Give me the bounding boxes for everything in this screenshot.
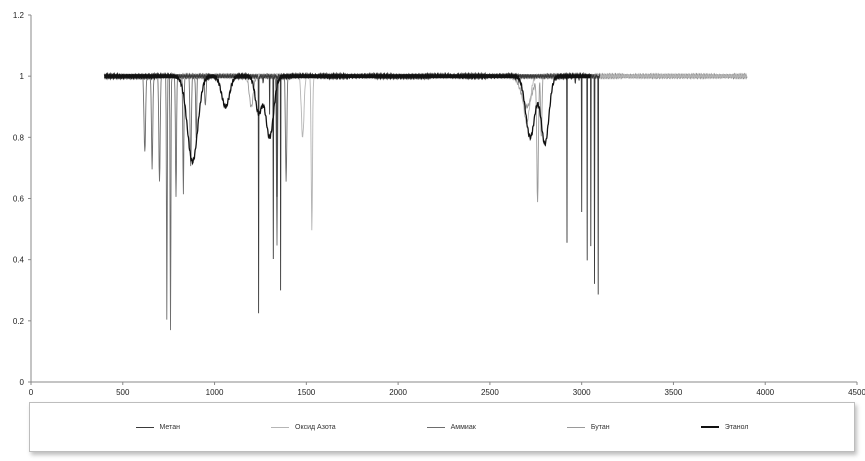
x-tick-label: 4500: [848, 388, 865, 397]
x-tick-label: 1500: [297, 388, 315, 397]
x-tick-label: 3500: [665, 388, 683, 397]
legend-label: Бутан: [590, 423, 610, 431]
y-tick-label: 0.8: [13, 133, 25, 142]
y-tick-label: 0.6: [13, 195, 25, 204]
series-line-3: [103, 72, 748, 203]
series-line-2: [103, 72, 748, 331]
y-tick-label: 0.4: [13, 256, 25, 265]
y-tick-label: 1.2: [13, 11, 25, 20]
y-axis-ticks: 0 0.2 0.4 0.6 0.8 1 1.2: [13, 11, 31, 387]
legend-label: Аммиак: [450, 423, 476, 431]
legend-label: Оксид Азота: [295, 423, 336, 431]
legend-item: Оксид Азота: [271, 424, 336, 431]
legend-swatch: [700, 426, 719, 428]
legend-label: Этанол: [724, 423, 749, 431]
legend-item: Этанол: [700, 423, 749, 431]
legend-item: Аммиак: [426, 423, 476, 431]
legend-label: Метан: [159, 423, 180, 431]
legend: Метан Оксид Азота Аммиак Бутан Этанол: [29, 402, 855, 452]
y-tick-label: 0.2: [13, 317, 25, 326]
legend-swatch: [426, 426, 445, 428]
x-tick-label: 2000: [389, 388, 407, 397]
y-tick-label: 0: [20, 378, 25, 387]
legend-swatch: [271, 426, 290, 428]
x-tick-label: 4000: [756, 388, 774, 397]
x-axis-ticks: 0 500 1000 1500 2000 2500 3000 3500 4000 4500: [29, 382, 865, 397]
series-line-4: [103, 71, 592, 166]
legend-swatch: [135, 426, 154, 428]
legend-item: Метан: [135, 423, 180, 431]
x-tick-label: 2500: [481, 388, 499, 397]
spectrum-chart: 0 500 1000 1500 2000 2500 3000 3500 4000 4500 0 0.…: [13, 11, 865, 397]
legend-swatch: [566, 426, 585, 428]
series-layer: [103, 71, 748, 331]
x-tick-label: 1000: [206, 388, 224, 397]
x-tick-label: 0: [29, 388, 34, 397]
x-tick-label: 3000: [573, 388, 591, 397]
axes: [30, 15, 857, 383]
y-tick-label: 1: [20, 72, 25, 81]
legend-item: Бутан: [566, 423, 610, 431]
x-tick-label: 500: [116, 388, 130, 397]
